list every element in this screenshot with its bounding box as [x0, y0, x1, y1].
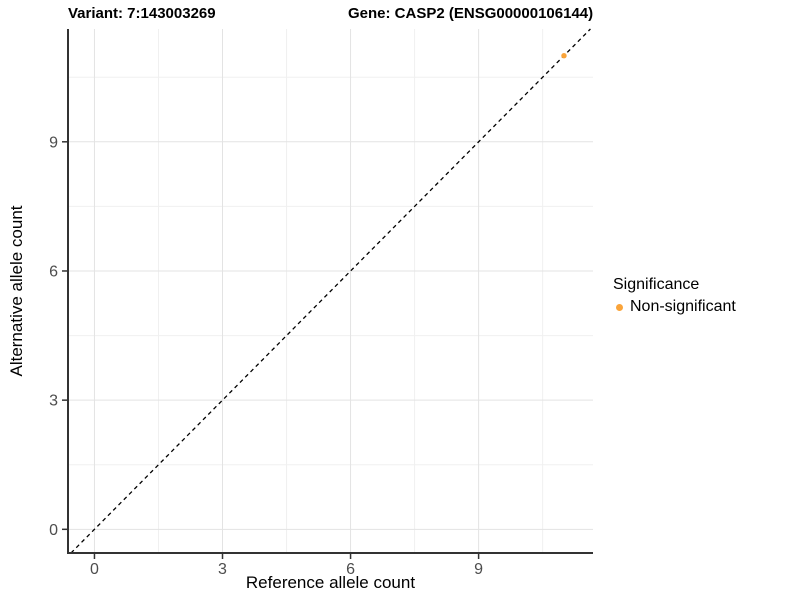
x-tick-label: 9 [474, 561, 483, 578]
identity-dashed-line [70, 28, 591, 554]
x-tick-label: 3 [218, 561, 227, 578]
legend: Significance Non-significant [613, 276, 736, 316]
y-axis-title: Alternative allele count [7, 205, 26, 377]
data-point [561, 52, 567, 59]
legend-item-non-significant: Non-significant [613, 298, 736, 316]
x-axis-title: Reference allele count [245, 573, 416, 592]
y-tick-label: 6 [49, 263, 58, 280]
y-tick-label: 9 [49, 134, 58, 151]
x-tick-label: 0 [90, 561, 99, 578]
variant-title: Variant: 7:143003269 [68, 5, 216, 22]
legend-title: Significance [613, 276, 700, 293]
y-tick-label: 3 [49, 393, 58, 410]
y-tick-label: 0 [49, 522, 58, 539]
x-tick-label: 6 [346, 561, 355, 578]
legend-item-label: Non-significant [630, 298, 736, 315]
gene-title: Gene: CASP2 (ENSG00000106144) [348, 5, 594, 22]
legend-point-icon [616, 303, 623, 311]
